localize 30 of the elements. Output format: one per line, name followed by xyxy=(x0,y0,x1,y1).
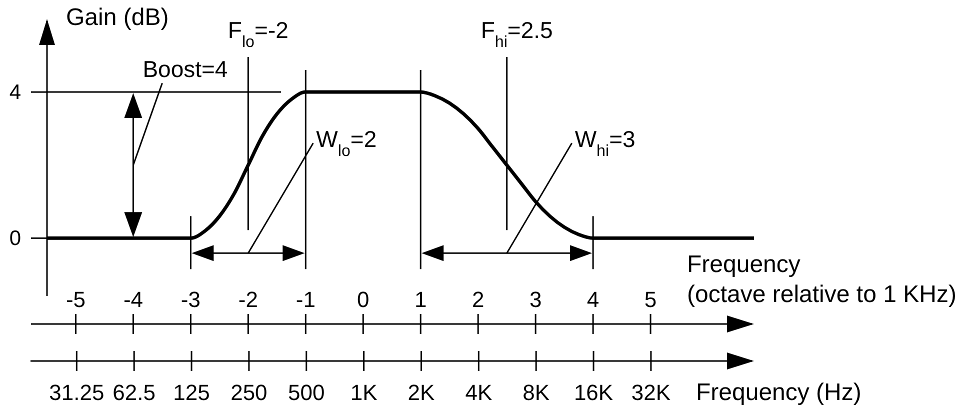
x2-tick-label: 1K xyxy=(350,380,378,405)
ref-line-label: F$_{hi}$=2.5 xyxy=(480,17,553,51)
x2-tick-label: 125 xyxy=(173,380,210,405)
x2-tick-label: 8K xyxy=(522,380,550,405)
annotation: W$_{lo}$=2 xyxy=(316,126,377,160)
x-tick-label: -5 xyxy=(66,287,86,312)
x2-axis-title: Frequency (Hz) xyxy=(696,379,862,406)
annotation: W$_{hi}$=3 xyxy=(574,126,636,160)
x-tick-label: 1 xyxy=(414,287,427,312)
y-axis-title: Gain (dB) xyxy=(66,4,169,31)
x2-tick-label: 500 xyxy=(288,380,325,405)
x2-tick-label: 32K xyxy=(631,380,671,405)
x2-tick-label: 2K xyxy=(408,380,436,405)
x-tick-label: 4 xyxy=(586,287,600,312)
x-tick-label: 3 xyxy=(529,287,542,312)
ref-line-label: F$_{lo}$=-2 xyxy=(228,17,288,51)
annotation: Boost=4 xyxy=(142,56,228,82)
x-tick-label: 0 xyxy=(357,287,370,312)
x2-tick-label: 31.25 xyxy=(49,380,104,405)
x-tick-label: -1 xyxy=(296,287,316,312)
x-tick-label: 2 xyxy=(472,287,484,312)
x-tick-label: -3 xyxy=(180,287,200,312)
x2-tick-label: 4K xyxy=(465,380,492,405)
x2-tick-label: 62.5 xyxy=(112,380,156,405)
x-tick-label: -4 xyxy=(123,287,143,312)
x-tick-label: -2 xyxy=(238,287,258,312)
x2-tick-label: 250 xyxy=(230,380,268,405)
x-tick-label: 5 xyxy=(644,287,657,312)
x-axis-title: Frequency (octave relative to 1 KHz) xyxy=(687,251,956,308)
x2-tick-label: 16K xyxy=(574,380,614,405)
